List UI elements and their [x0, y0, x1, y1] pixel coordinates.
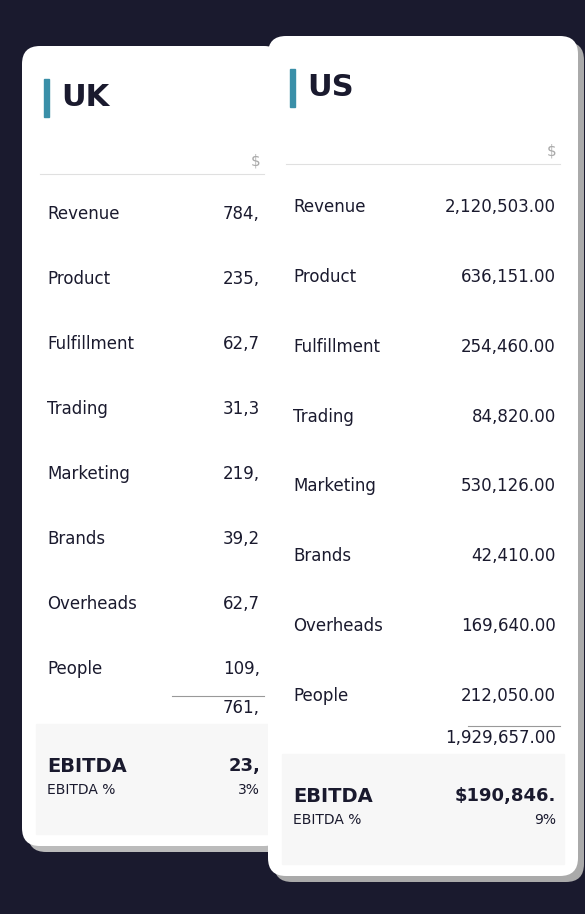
Text: 9%: 9%	[534, 813, 556, 827]
FancyBboxPatch shape	[22, 46, 282, 846]
Text: Trading: Trading	[47, 400, 108, 418]
Text: Revenue: Revenue	[47, 206, 119, 223]
Text: 636,151.00: 636,151.00	[461, 268, 556, 286]
FancyBboxPatch shape	[268, 36, 578, 876]
Text: EBITDA: EBITDA	[293, 787, 373, 805]
Text: People: People	[47, 660, 102, 677]
Text: 1,929,657.00: 1,929,657.00	[445, 729, 556, 747]
Text: 169,640.00: 169,640.00	[461, 617, 556, 635]
Text: $190,846.: $190,846.	[455, 787, 556, 805]
Text: $: $	[546, 143, 556, 158]
Text: 42,410.00: 42,410.00	[472, 547, 556, 566]
Text: 39,2: 39,2	[223, 530, 260, 547]
Text: 62,7: 62,7	[223, 595, 260, 612]
Text: 109,: 109,	[223, 660, 260, 677]
FancyBboxPatch shape	[28, 52, 288, 852]
Text: 3%: 3%	[238, 783, 260, 797]
Text: 2,120,503.00: 2,120,503.00	[445, 198, 556, 216]
Text: Marketing: Marketing	[293, 477, 376, 495]
Text: EBITDA %: EBITDA %	[293, 813, 362, 827]
Bar	[44, 79, 49, 117]
Text: 254,460.00: 254,460.00	[461, 337, 556, 356]
Text: Product: Product	[47, 271, 110, 288]
Text: 23,: 23,	[228, 757, 260, 775]
Text: 31,3: 31,3	[223, 400, 260, 418]
Text: People: People	[293, 687, 348, 705]
Bar	[282, 754, 564, 864]
Text: Revenue: Revenue	[293, 198, 366, 216]
Text: 761,: 761,	[223, 699, 260, 717]
Text: EBITDA: EBITDA	[47, 757, 127, 775]
FancyBboxPatch shape	[274, 42, 584, 882]
Text: 212,050.00: 212,050.00	[461, 687, 556, 705]
Text: Fulfillment: Fulfillment	[47, 335, 134, 353]
Text: 219,: 219,	[223, 465, 260, 483]
Text: Brands: Brands	[47, 530, 105, 547]
Text: Trading: Trading	[293, 408, 354, 426]
Text: $: $	[250, 154, 260, 168]
Text: EBITDA %: EBITDA %	[47, 783, 115, 797]
Text: 530,126.00: 530,126.00	[461, 477, 556, 495]
Text: Marketing: Marketing	[47, 465, 130, 483]
Text: US: US	[307, 73, 353, 102]
Text: Brands: Brands	[293, 547, 351, 566]
Text: Fulfillment: Fulfillment	[293, 337, 380, 356]
Text: 84,820.00: 84,820.00	[472, 408, 556, 426]
Text: Product: Product	[293, 268, 356, 286]
Text: Overheads: Overheads	[293, 617, 383, 635]
Bar	[36, 724, 268, 834]
Text: Overheads: Overheads	[47, 595, 137, 612]
Bar	[290, 69, 295, 107]
Text: 62,7: 62,7	[223, 335, 260, 353]
Text: 784,: 784,	[223, 206, 260, 223]
Text: 235,: 235,	[223, 271, 260, 288]
Text: UK: UK	[61, 83, 109, 112]
